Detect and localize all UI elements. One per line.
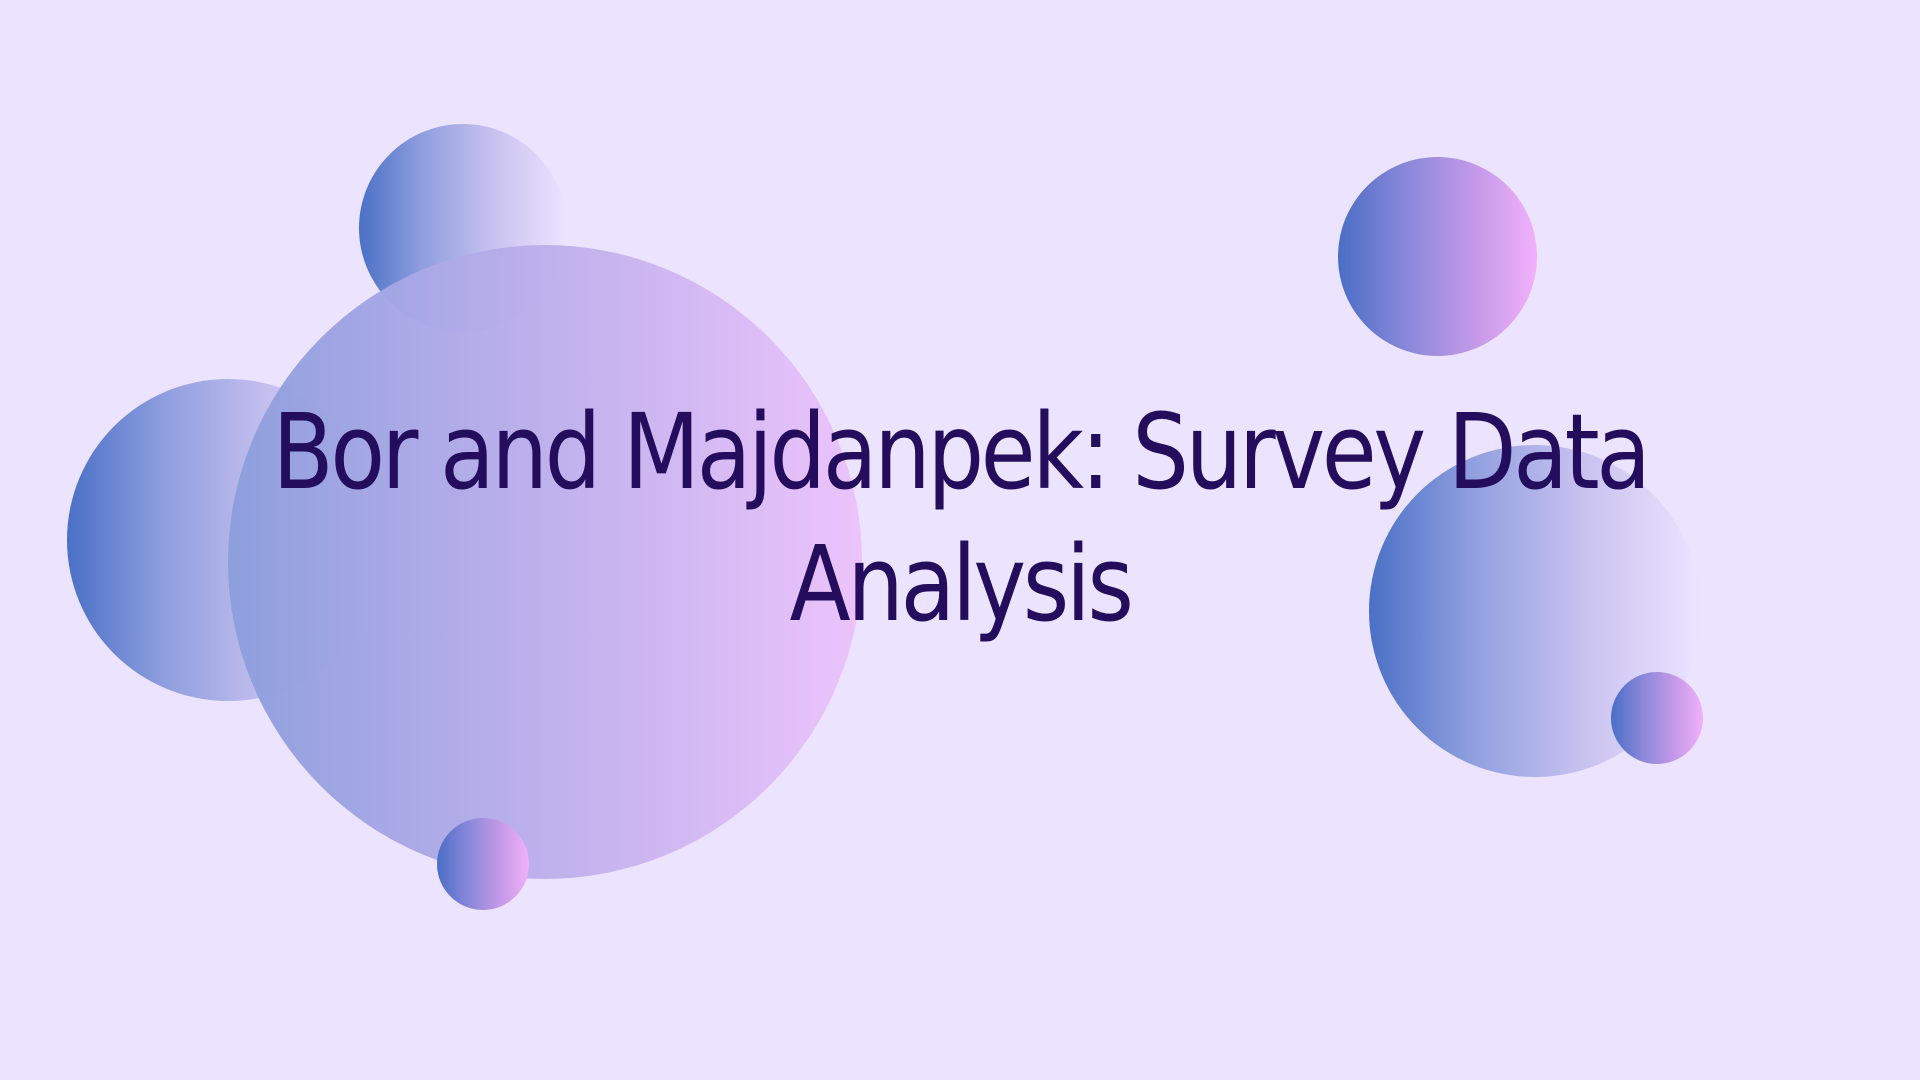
slide-title: Bor and Majdanpek: Survey Data Analysis — [272, 391, 1651, 645]
decorative-bubble-small-right — [1611, 672, 1703, 764]
decorative-bubble-large — [228, 245, 862, 879]
decorative-bubble-top-right — [1338, 157, 1537, 356]
decorative-bubble-small-bottom — [437, 818, 529, 910]
